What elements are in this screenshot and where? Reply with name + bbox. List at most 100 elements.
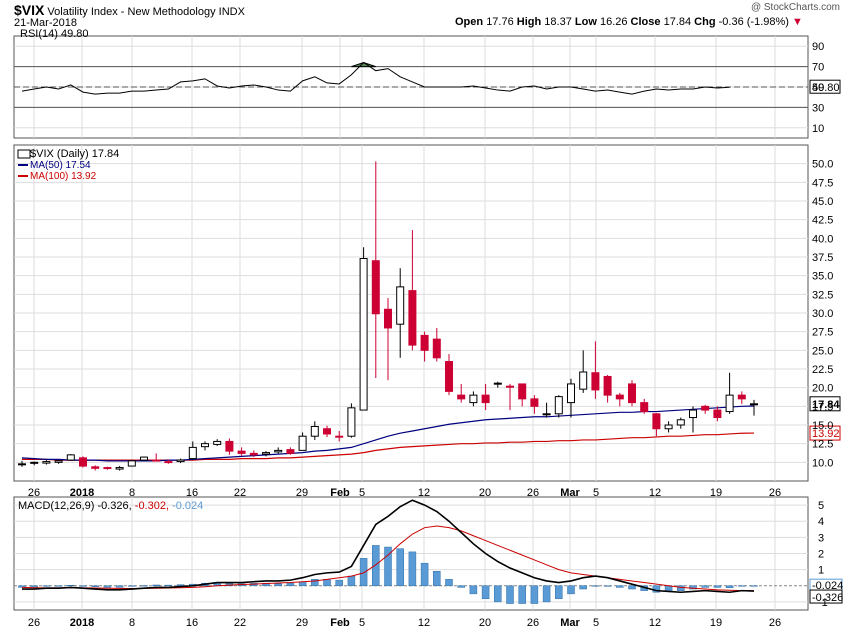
rsi-tick-label: 70 bbox=[812, 62, 824, 74]
open-value: 17.76 bbox=[486, 16, 514, 28]
chart-date: 21-Mar-2018 bbox=[14, 17, 77, 29]
macd-histogram-bar bbox=[494, 585, 502, 603]
macd-last: -0.326 bbox=[812, 592, 843, 604]
candle bbox=[152, 453, 161, 462]
candle bbox=[615, 392, 624, 407]
candle-body bbox=[30, 461, 39, 464]
candle bbox=[347, 403, 356, 438]
candle-body bbox=[506, 385, 514, 388]
candle bbox=[274, 447, 283, 454]
candle bbox=[591, 341, 600, 399]
candle-body bbox=[750, 403, 758, 406]
macd-x-label: 16 bbox=[186, 617, 198, 629]
price-x-label: 8 bbox=[129, 487, 135, 499]
candle-body bbox=[384, 308, 392, 329]
candle-body bbox=[591, 372, 600, 391]
candle-body bbox=[262, 452, 270, 455]
price-tick-label: 17.5 bbox=[812, 401, 833, 413]
candle bbox=[506, 383, 514, 411]
candle bbox=[750, 399, 758, 416]
price-tick-label: 42.5 bbox=[812, 215, 833, 227]
low-value: 16.26 bbox=[599, 16, 628, 28]
candle-body bbox=[676, 419, 685, 426]
candle bbox=[188, 441, 197, 460]
macd-histogram-bar bbox=[152, 584, 160, 587]
price-x-label: 26 bbox=[527, 487, 539, 499]
price-x-label: 29 bbox=[296, 487, 308, 499]
price-x-label: 20 bbox=[479, 487, 491, 499]
candle-body bbox=[457, 394, 466, 400]
macd-histogram-bar bbox=[91, 585, 99, 588]
candle-body bbox=[481, 394, 490, 404]
macd-x-label: 2018 bbox=[70, 617, 94, 629]
candle-body bbox=[689, 409, 697, 419]
candle-body bbox=[140, 456, 148, 461]
candle bbox=[701, 404, 710, 414]
candle-body bbox=[640, 402, 649, 413]
candle-body bbox=[628, 383, 636, 404]
macd-histogram-bar bbox=[445, 579, 453, 587]
candle bbox=[54, 460, 63, 464]
macd-histogram-bar bbox=[42, 585, 51, 587]
macd-histogram-bar bbox=[274, 583, 282, 587]
macd-x-label: 26 bbox=[28, 617, 40, 629]
axes: 10 30 50 70 90 49.80 10.0 12.5 15.0 17.5 20.0 22.5 2… bbox=[28, 41, 843, 629]
macd-histogram-bar bbox=[18, 585, 26, 588]
price-tick-label: 37.5 bbox=[812, 252, 833, 264]
candle bbox=[567, 378, 575, 418]
candle bbox=[79, 456, 87, 468]
macd-histogram-bar bbox=[530, 585, 539, 604]
macd-histogram-bar bbox=[54, 585, 63, 587]
price-x-label: 5 bbox=[593, 487, 599, 499]
macd-histogram-bar bbox=[103, 585, 112, 588]
macd-tick-label: -1 bbox=[818, 597, 828, 609]
candle bbox=[396, 268, 405, 358]
candle bbox=[91, 465, 100, 471]
candle-body bbox=[554, 396, 563, 415]
macd-x-label: 12 bbox=[649, 617, 661, 629]
candle-body bbox=[445, 361, 453, 392]
price-tick-label: 27.5 bbox=[812, 327, 833, 339]
chart-title: $VIX Volatility Index - New Methodology … bbox=[14, 2, 245, 18]
legend-ma50: MA(50) 17.54 bbox=[30, 160, 91, 171]
quote-bar: Open 17.76 High 18.37 Low 16.26 Close 17… bbox=[455, 16, 803, 28]
candle bbox=[323, 425, 331, 437]
exchange: INDX bbox=[218, 6, 245, 18]
candle bbox=[30, 461, 39, 466]
macd-x-label: 29 bbox=[296, 617, 308, 629]
price-tick-label: 40.0 bbox=[812, 233, 833, 245]
candle bbox=[493, 381, 502, 388]
candle bbox=[420, 331, 429, 362]
macd-title-hist: -0.024 bbox=[172, 500, 203, 512]
candle-body bbox=[201, 443, 209, 448]
rsi-tick-label: 30 bbox=[812, 102, 824, 114]
legend-price: $VIX (Daily) 17.84 bbox=[30, 148, 119, 160]
candle bbox=[201, 441, 209, 451]
candle-body bbox=[652, 413, 661, 430]
candle bbox=[628, 380, 636, 407]
candle-body bbox=[176, 459, 185, 463]
macd-x-label: 20 bbox=[479, 617, 491, 629]
close-price-label: 17.84 bbox=[812, 399, 840, 411]
candle bbox=[530, 395, 539, 414]
macd-histogram-bar bbox=[457, 585, 465, 588]
candle-body bbox=[323, 428, 331, 435]
high-value: 18.37 bbox=[544, 16, 572, 28]
macd-histogram-bar bbox=[128, 585, 136, 587]
macd-histogram-bar bbox=[396, 548, 404, 587]
price-tick-label: 10.0 bbox=[812, 457, 833, 469]
candle-body bbox=[274, 449, 283, 453]
price-x-label: 19 bbox=[710, 487, 722, 499]
price-tick-label: 12.5 bbox=[812, 439, 833, 451]
high-label: High bbox=[516, 16, 542, 28]
price-x-label: 12 bbox=[418, 487, 430, 499]
macd-histogram-bar bbox=[433, 571, 441, 587]
macd-histogram-bar bbox=[750, 585, 758, 587]
macd-title-macd: MACD(12,26,9) -0.326, bbox=[18, 500, 135, 512]
macd-histogram-bar bbox=[384, 546, 392, 587]
chg-label: Chg bbox=[694, 16, 716, 28]
macd-histogram-bar bbox=[335, 579, 343, 587]
candle-body bbox=[164, 461, 173, 464]
candle bbox=[18, 460, 26, 467]
